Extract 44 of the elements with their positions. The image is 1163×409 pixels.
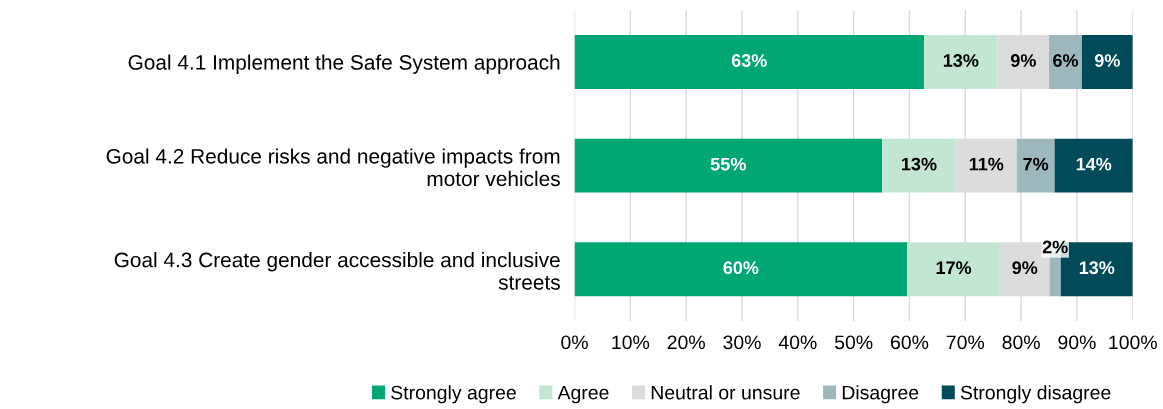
y-tick-label: Goal 4.2 Reduce risks and negative impacts from motor vehicles xyxy=(106,148,560,187)
legend-label: Strongly disagree xyxy=(960,385,1111,404)
data-label: 60% xyxy=(723,261,759,275)
data-label: 9% xyxy=(1094,54,1120,67)
data-label: 13% xyxy=(1079,261,1115,275)
bar xyxy=(907,242,1000,297)
bar xyxy=(882,138,956,193)
bar xyxy=(574,242,908,297)
data-label: 9% xyxy=(1012,261,1038,275)
data-label: 11% xyxy=(969,157,1004,171)
x-tick-label: 0% xyxy=(561,335,588,350)
bar xyxy=(574,35,924,89)
x-tick-label: 20% xyxy=(667,335,705,350)
x-tick-label: 60% xyxy=(891,335,929,350)
data-label: 2% xyxy=(1042,240,1068,254)
data-label: 13% xyxy=(943,54,979,67)
legend-label: Disagree xyxy=(842,385,919,404)
data-label: 55% xyxy=(710,157,746,171)
data-label: 63% xyxy=(731,54,767,67)
data-label: 7% xyxy=(1023,157,1049,171)
bar xyxy=(1081,35,1133,89)
x-tick-label: 40% xyxy=(778,335,817,350)
data-label: 14% xyxy=(1076,157,1112,171)
x-tick-label: 50% xyxy=(834,335,873,350)
x-tick-label: 80% xyxy=(1002,335,1040,350)
x-tick-label: 10% xyxy=(612,335,650,350)
x-tick-label: 100% xyxy=(1109,335,1157,350)
legend-label: Strongly agree xyxy=(391,385,516,404)
legend-label: Agree xyxy=(557,385,609,404)
bar xyxy=(1016,138,1055,193)
y-tick-label: Goal 4.1 Implement the Safe System approach xyxy=(128,54,560,74)
x-tick-label: 90% xyxy=(1058,335,1096,350)
bar xyxy=(1049,35,1082,89)
bar xyxy=(923,35,998,89)
x-tick-label: 70% xyxy=(946,335,985,350)
data-label: 13% xyxy=(902,157,937,171)
y-tick-label: Goal 4.3 Create gender accessible and inclusive streets xyxy=(114,252,560,290)
data-label: 17% xyxy=(936,261,972,275)
bar xyxy=(1054,138,1133,193)
data-label: 6% xyxy=(1053,54,1079,67)
data-label: 9% xyxy=(1010,54,1036,67)
bar xyxy=(574,138,883,193)
legend-label: Neutral or unsure xyxy=(651,385,800,400)
x-tick-label: 30% xyxy=(723,335,761,350)
